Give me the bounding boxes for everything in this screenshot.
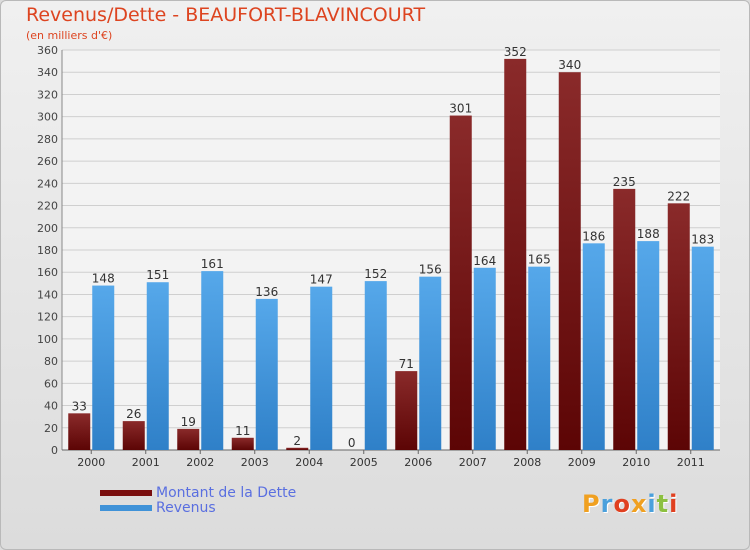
bar-revenus <box>582 243 605 450</box>
data-label-revenus: 152 <box>364 267 387 281</box>
bar-revenus <box>146 282 169 450</box>
x-tick-label: 2001 <box>132 456 160 469</box>
data-label-dette: 352 <box>504 45 527 59</box>
data-label-revenus: 164 <box>473 254 496 268</box>
chart-subtitle: (en milliers d'€) <box>26 29 113 42</box>
logo-letter: i <box>647 490 657 518</box>
data-label-revenus: 183 <box>691 233 714 247</box>
data-label-dette: 222 <box>667 189 690 203</box>
y-tick-label: 100 <box>37 333 58 346</box>
data-label-revenus: 136 <box>255 285 278 299</box>
y-tick-label: 180 <box>37 244 58 257</box>
bar-revenus <box>419 276 442 450</box>
bar-revenus <box>691 246 714 450</box>
logo-letter: t <box>656 490 670 518</box>
bar-dette <box>558 72 581 450</box>
data-label-revenus: 188 <box>637 227 660 241</box>
y-tick-label: 300 <box>37 111 58 124</box>
x-tick-label: 2003 <box>241 456 269 469</box>
x-tick-label: 2010 <box>622 456 650 469</box>
data-label-revenus: 161 <box>201 257 224 271</box>
y-tick-label: 40 <box>44 400 58 413</box>
logo-letter: r <box>600 490 614 518</box>
x-tick-label: 2004 <box>295 456 323 469</box>
logo-letter: P <box>582 490 601 518</box>
bar-revenus <box>310 286 333 450</box>
data-label-dette: 340 <box>558 58 581 72</box>
data-label-revenus: 151 <box>146 268 169 282</box>
bar-revenus <box>473 267 496 450</box>
bar-dette <box>504 58 527 451</box>
data-label-revenus: 165 <box>528 253 551 267</box>
x-tick-label: 2007 <box>459 456 487 469</box>
data-label-dette: 235 <box>613 175 636 189</box>
y-tick-label: 200 <box>37 222 58 235</box>
logo-letter: x <box>630 490 648 518</box>
bar-dette <box>177 428 200 450</box>
x-tick-label: 2011 <box>677 456 705 469</box>
bar-dette <box>613 188 636 450</box>
y-tick-label: 20 <box>44 422 58 435</box>
legend-swatch-revenus <box>100 505 152 511</box>
bar-revenus <box>637 241 660 450</box>
data-label-revenus: 148 <box>92 272 115 286</box>
y-tick-label: 60 <box>44 377 58 390</box>
y-tick-label: 360 <box>37 44 58 57</box>
y-tick-label: 240 <box>37 177 58 190</box>
y-tick-label: 80 <box>44 355 58 368</box>
data-label-revenus: 186 <box>582 229 605 243</box>
x-tick-label: 2006 <box>404 456 432 469</box>
data-label-revenus: 156 <box>419 263 442 277</box>
bar-revenus <box>201 271 224 450</box>
bar-dette <box>667 203 690 450</box>
bar-dette <box>286 447 309 450</box>
x-tick-label: 2005 <box>350 456 378 469</box>
legend-label-dette: Montant de la Dette <box>156 485 297 501</box>
data-label-revenus: 147 <box>310 273 333 287</box>
data-label-dette: 33 <box>72 399 87 413</box>
data-label-dette: 2 <box>293 434 301 448</box>
y-tick-label: 320 <box>37 88 58 101</box>
data-label-dette: 301 <box>449 102 472 116</box>
bar-dette <box>122 421 145 450</box>
x-tick-label: 2000 <box>77 456 105 469</box>
data-label-dette: 71 <box>399 357 414 371</box>
y-tick-label: 260 <box>37 155 58 168</box>
data-label-dette: 19 <box>181 415 196 429</box>
logo-letter: o <box>613 490 631 518</box>
x-tick-label: 2009 <box>568 456 596 469</box>
data-label-dette: 11 <box>235 424 250 438</box>
x-tick-label: 2008 <box>513 456 541 469</box>
logo-letter: i <box>669 490 679 518</box>
y-tick-label: 160 <box>37 266 58 279</box>
y-tick-label: 340 <box>37 66 58 79</box>
y-tick-label: 140 <box>37 288 58 301</box>
bar-revenus <box>528 266 551 450</box>
bar-revenus <box>92 285 115 450</box>
bar-dette <box>395 371 418 450</box>
y-tick-label: 120 <box>37 311 58 324</box>
bar-revenus <box>364 281 387 450</box>
bar-dette <box>449 115 472 451</box>
data-label-dette: 0 <box>348 436 356 450</box>
y-tick-label: 220 <box>37 200 58 213</box>
y-tick-label: 280 <box>37 133 58 146</box>
data-label-dette: 26 <box>126 407 141 421</box>
y-tick-label: 0 <box>51 444 58 457</box>
bar-revenus <box>255 298 278 450</box>
chart-title: Revenus/Dette - BEAUFORT-BLAVINCOURT <box>26 4 426 26</box>
bar-dette <box>231 437 254 450</box>
legend-label-revenus: Revenus <box>156 500 216 516</box>
bar-dette <box>68 413 91 450</box>
proxiti-logo: Proxiti <box>582 490 678 518</box>
legend-swatch-dette <box>100 490 152 496</box>
x-tick-label: 2002 <box>186 456 214 469</box>
